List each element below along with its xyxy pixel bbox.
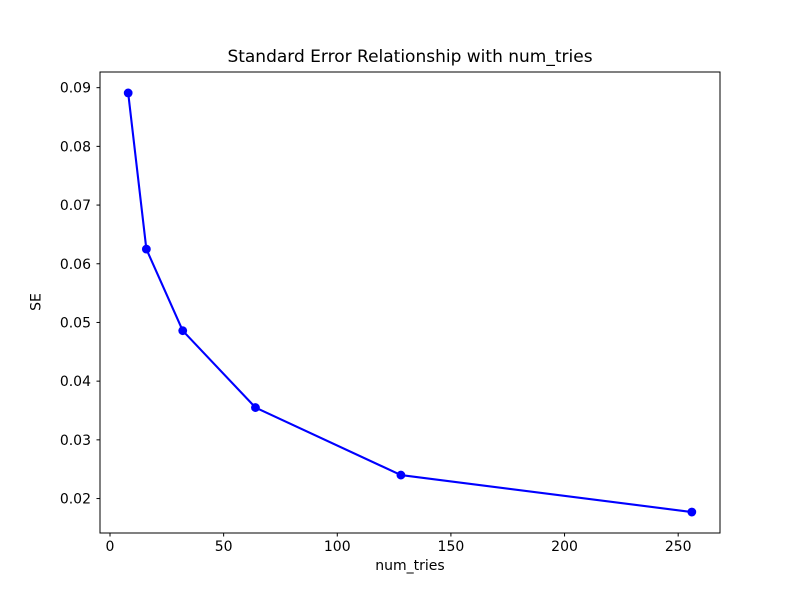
x-axis-tick-label: 100 xyxy=(324,539,351,555)
data-point xyxy=(123,88,133,98)
data-point xyxy=(141,244,151,254)
y-axis-tick-label: 0.04 xyxy=(60,374,91,390)
y-axis-tick-label: 0.08 xyxy=(60,139,91,155)
data-line xyxy=(127,91,693,514)
data-point xyxy=(251,403,260,412)
y-axis-label: SE xyxy=(28,293,45,311)
x-axis-label: num_tries xyxy=(375,558,445,574)
y-axis-tick-label: 0.07 xyxy=(60,198,91,214)
y-axis-tick-label: 0.02 xyxy=(60,492,91,508)
y-axis-tick-label: 0.03 xyxy=(60,433,91,449)
x-axis-tick-label: 250 xyxy=(665,539,692,555)
x-axis-tick-label: 50 xyxy=(215,539,233,555)
y-axis-tick-label: 0.09 xyxy=(60,81,91,97)
data-point xyxy=(396,470,406,480)
chart-title: Standard Error Relationship with num_tri… xyxy=(227,47,593,67)
plot-border xyxy=(99,71,721,534)
x-axis-tick-label: 0 xyxy=(106,539,115,555)
y-axis-tick-label: 0.05 xyxy=(60,315,91,331)
y-axis-tick-label: 0.06 xyxy=(60,257,91,273)
x-axis-tick-label: 200 xyxy=(551,539,578,555)
data-point xyxy=(687,507,697,517)
data-point xyxy=(178,326,188,336)
x-axis-tick-label: 150 xyxy=(438,539,465,555)
